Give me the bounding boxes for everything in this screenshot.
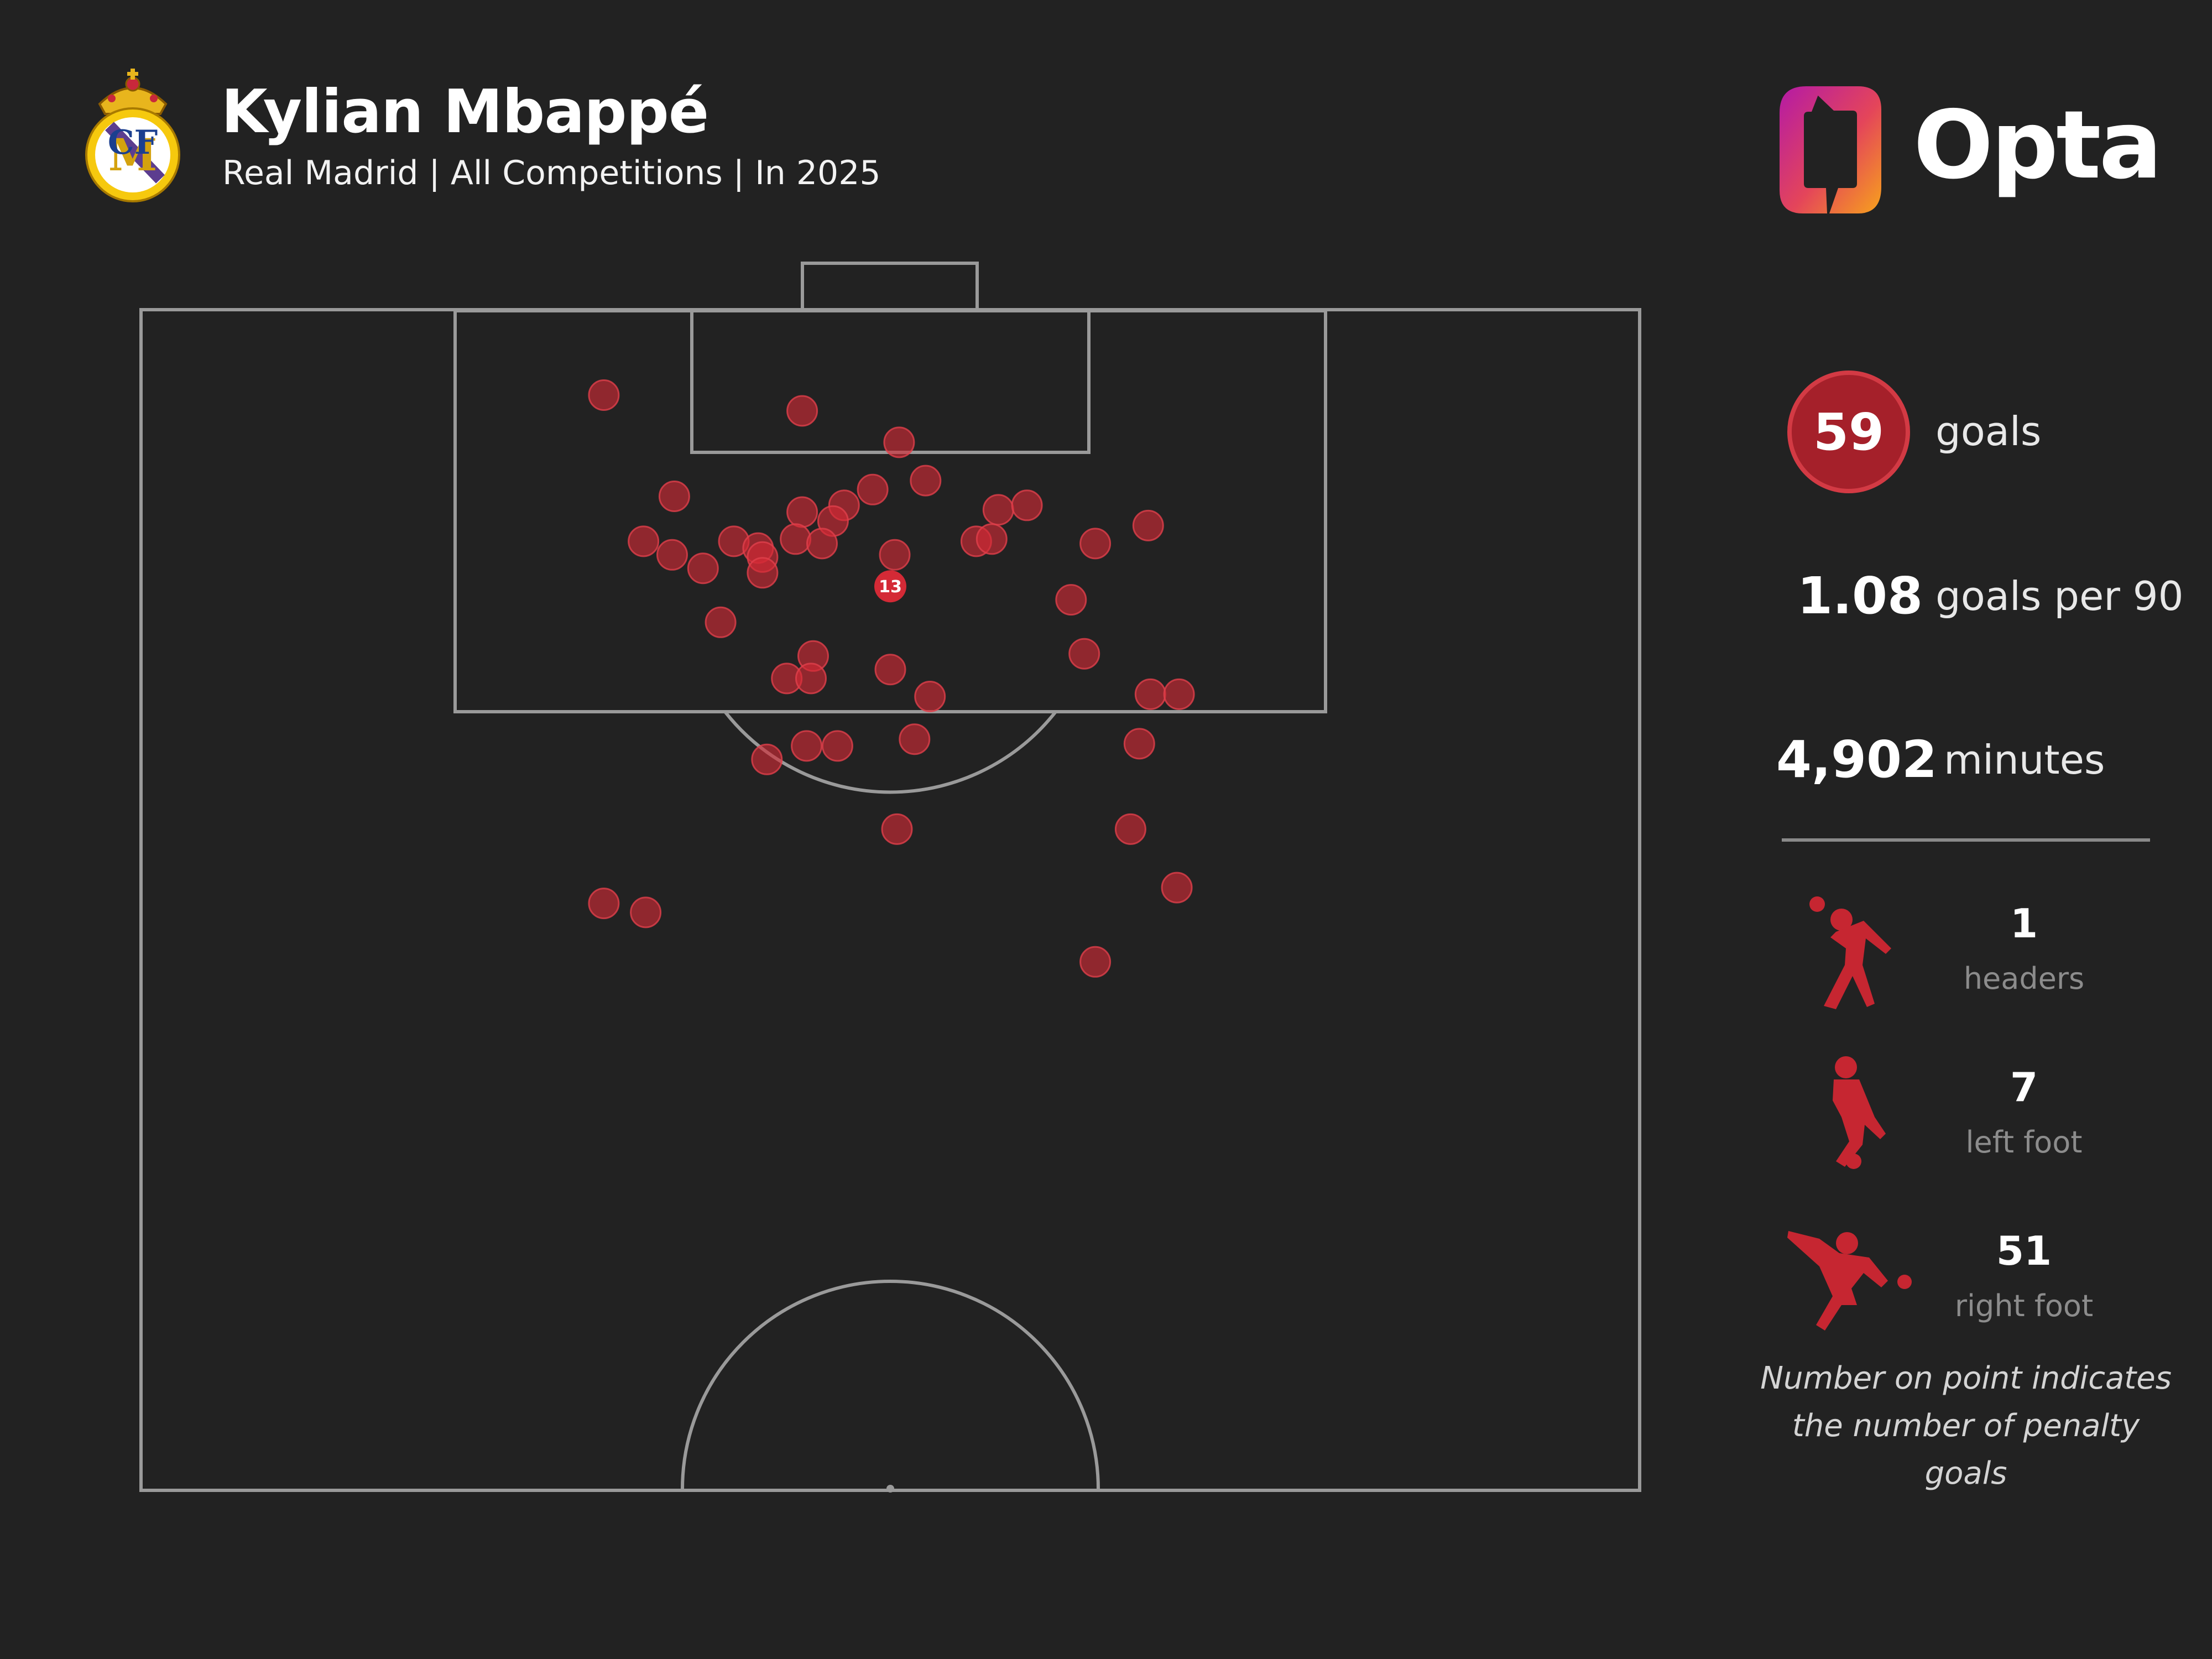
goal-point [1079, 946, 1112, 978]
goal-point [914, 681, 946, 712]
goal-point [1163, 678, 1195, 710]
left-foot-count: 7 [2010, 1064, 2038, 1110]
centre-circle [681, 1280, 1100, 1490]
goal-point [630, 896, 662, 928]
headers-count: 1 [2010, 900, 2038, 947]
goal-point [786, 496, 818, 528]
goals-per-90-label: goals per 90 [1936, 573, 2184, 619]
goals-label: goals [1936, 408, 2042, 455]
goal-point [1055, 584, 1087, 616]
goal-point [791, 730, 823, 762]
goal-point [910, 465, 942, 497]
goal-point [588, 888, 620, 920]
headers-label: headers [1963, 961, 2085, 996]
goal-point [1079, 528, 1112, 560]
goal-point [1134, 678, 1166, 710]
goal-point [1123, 728, 1155, 760]
goal-point [883, 426, 915, 458]
goal-point [1068, 638, 1100, 670]
header-icon [1809, 896, 1891, 1009]
centre-spot [886, 1485, 894, 1493]
goal-point [982, 494, 1014, 526]
goals-per-90-value: 1.08 [1797, 566, 1923, 625]
opta-logo-text: Opta [1913, 91, 2162, 200]
goal-point [975, 523, 1008, 555]
goal-point [879, 539, 911, 571]
pitch-outline [139, 308, 1641, 1492]
real-madrid-crest-icon: M CF [85, 69, 180, 202]
goal-point [821, 730, 853, 762]
minutes-label: minutes [1944, 737, 2105, 783]
right-foot-count: 51 [1996, 1228, 2052, 1274]
shot-map: 13 [139, 262, 1641, 1493]
goal-point [806, 528, 838, 560]
stats-divider [1782, 838, 2150, 842]
left-foot-label: left foot [1965, 1125, 2083, 1160]
minutes-value: 4,902 [1776, 730, 1938, 789]
right-foot-label: right foot [1954, 1288, 2094, 1323]
footnote: Number on point indicates the number of … [1753, 1355, 2179, 1498]
left-foot-icon [1833, 1056, 1886, 1169]
goal-point [1114, 813, 1146, 845]
goal-point [1132, 509, 1164, 541]
penalty-goals-marker: 13 [874, 570, 906, 603]
goal-points [588, 379, 1195, 978]
goal-point [751, 743, 783, 775]
footnote-line-1: Number on point indicates [1760, 1360, 2172, 1396]
right-foot-icon [1787, 1231, 1912, 1331]
svg-text:CF: CF [108, 123, 158, 162]
goal-point [857, 473, 889, 505]
goal-point [656, 539, 688, 571]
goal-point [658, 481, 690, 512]
penalty-area [453, 309, 1327, 713]
svg-text:M: M [108, 129, 158, 181]
goal-point [628, 525, 660, 557]
goal-point [705, 606, 737, 638]
goal-point [795, 662, 827, 695]
footnote-line-2: the number of penalty goals [1792, 1408, 2140, 1491]
goal-point [881, 813, 913, 845]
goal-frame [801, 262, 979, 311]
goal-point [874, 654, 906, 686]
goal-point [780, 523, 812, 555]
goal-point [1011, 489, 1043, 521]
pitch-lines [139, 262, 1641, 1493]
goal-point [687, 552, 719, 585]
penalty-count-label: 13 [879, 577, 902, 597]
goal-point [899, 723, 931, 755]
opta-logo-icon [1780, 86, 1881, 213]
penalty-point [874, 570, 906, 603]
goal-point [786, 395, 818, 427]
goals-badge: 59 [1787, 371, 1910, 493]
goal-point [588, 379, 620, 411]
goal-point [747, 557, 779, 589]
page-title: Kylian Mbappé [221, 77, 709, 147]
goal-point [1161, 872, 1193, 904]
page-subtitle: Real Madrid | All Competitions | In 2025 [222, 154, 881, 192]
